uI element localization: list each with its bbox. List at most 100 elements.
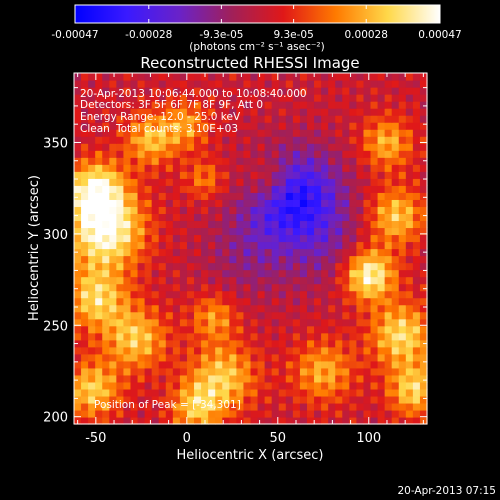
heatmap-cell bbox=[370, 157, 379, 165]
heatmap-cell bbox=[342, 136, 350, 144]
heatmap-cell bbox=[151, 311, 160, 320]
heatmap-cell bbox=[236, 94, 245, 102]
heatmap-cell bbox=[151, 402, 160, 411]
heatmap-cell bbox=[349, 388, 357, 397]
heatmap-cell bbox=[314, 297, 322, 306]
heatmap-cell bbox=[116, 241, 125, 250]
heatmap-cell bbox=[179, 206, 188, 214]
heatmap-cell bbox=[165, 185, 174, 193]
heatmap-cell bbox=[250, 367, 259, 376]
heatmap-cell bbox=[81, 255, 89, 264]
heatmap-cell bbox=[151, 248, 160, 257]
heatmap-cell bbox=[116, 87, 125, 95]
heatmap-cell bbox=[278, 304, 287, 313]
heatmap-cell bbox=[257, 381, 266, 390]
heatmap-cell bbox=[384, 150, 393, 158]
heatmap-cell bbox=[165, 339, 174, 348]
heatmap-cell bbox=[363, 318, 372, 327]
heatmap-cell bbox=[165, 248, 174, 257]
heatmap-cell bbox=[412, 157, 421, 165]
heatmap-cell bbox=[151, 367, 160, 376]
heatmap-cell bbox=[229, 283, 237, 292]
heatmap-cell bbox=[349, 73, 357, 81]
heatmap-cell bbox=[222, 94, 230, 102]
heatmap-cell bbox=[384, 185, 393, 193]
heatmap-cell bbox=[243, 234, 252, 243]
heatmap-cell bbox=[412, 290, 421, 299]
heatmap-cell bbox=[243, 80, 252, 88]
heatmap-cell bbox=[398, 262, 407, 271]
heatmap-cell bbox=[278, 122, 287, 130]
heatmap-cell bbox=[285, 94, 294, 102]
heatmap-cell bbox=[419, 395, 428, 404]
heatmap-cell bbox=[172, 262, 181, 271]
heatmap-cell bbox=[123, 416, 132, 425]
heatmap-cell bbox=[314, 262, 322, 271]
heatmap-cell bbox=[250, 290, 259, 299]
heatmap-cell bbox=[165, 388, 174, 397]
heatmap-cell bbox=[292, 129, 301, 137]
heatmap-cell bbox=[349, 346, 357, 355]
heatmap-cell bbox=[314, 402, 322, 411]
heatmap-cell bbox=[88, 374, 96, 383]
heatmap-cell bbox=[208, 290, 216, 299]
heatmap-cell bbox=[314, 325, 322, 334]
heatmap-cell bbox=[306, 325, 315, 334]
heatmap-cell bbox=[384, 157, 393, 165]
heatmap-cell bbox=[314, 339, 322, 348]
heatmap-cell bbox=[74, 388, 82, 397]
heatmap-cell bbox=[419, 220, 428, 229]
heatmap-cell bbox=[370, 94, 379, 102]
heatmap-cell bbox=[419, 171, 428, 179]
heatmap-cell bbox=[405, 262, 414, 271]
x-tick-label: 50 bbox=[270, 431, 287, 446]
heatmap-cell bbox=[384, 367, 393, 376]
heatmap-cell bbox=[363, 220, 372, 229]
heatmap-cell bbox=[306, 115, 315, 123]
heatmap-cell bbox=[342, 325, 350, 334]
heatmap-cell bbox=[137, 409, 146, 418]
heatmap-cell bbox=[81, 388, 89, 397]
heatmap-cell bbox=[179, 304, 188, 313]
heatmap-cell bbox=[391, 87, 400, 95]
heatmap-cell bbox=[321, 80, 329, 88]
heatmap-cell bbox=[370, 416, 379, 425]
heatmap-cell bbox=[356, 220, 365, 229]
x-axis-label: Heliocentric X (arcsec) bbox=[177, 448, 324, 463]
heatmap-cell bbox=[208, 304, 216, 313]
heatmap-cell bbox=[194, 409, 202, 418]
heatmap-cell bbox=[370, 409, 379, 418]
heatmap-cell bbox=[229, 115, 237, 123]
heatmap-cell bbox=[342, 143, 350, 151]
heatmap-cell bbox=[116, 122, 125, 130]
colorbar-tick-labels: -0.00047 -0.00028 -9.3e-05 9.3e-05 0.00028 0.… bbox=[51, 29, 461, 41]
heatmap-cell bbox=[123, 157, 132, 165]
heatmap-cell bbox=[194, 87, 202, 95]
heatmap-cell bbox=[243, 339, 252, 348]
heatmap-cell bbox=[299, 80, 308, 88]
heatmap-cell bbox=[335, 241, 343, 250]
heatmap-cell bbox=[172, 318, 181, 327]
heatmap-cell bbox=[412, 115, 421, 123]
heatmap-cell bbox=[264, 269, 273, 278]
heatmap-cell bbox=[363, 94, 372, 102]
heatmap-cell bbox=[306, 94, 315, 102]
heatmap-cell bbox=[370, 164, 379, 172]
heatmap-cell bbox=[328, 108, 336, 116]
heatmap-cell bbox=[384, 164, 393, 172]
heatmap-cell bbox=[88, 353, 96, 362]
heatmap-cell bbox=[137, 304, 146, 313]
heatmap-cell bbox=[165, 129, 174, 137]
heatmap-cell bbox=[314, 360, 322, 369]
heatmap-cell bbox=[74, 381, 82, 390]
heatmap-cell bbox=[158, 199, 167, 207]
heatmap-cell bbox=[363, 311, 372, 320]
heatmap-cell bbox=[271, 402, 280, 411]
heatmap-cell bbox=[405, 115, 414, 123]
heatmap-cell bbox=[172, 73, 181, 81]
heatmap-cell bbox=[398, 325, 407, 334]
heatmap-cell bbox=[215, 185, 223, 193]
heatmap-cell bbox=[271, 339, 280, 348]
heatmap-cell bbox=[342, 73, 350, 81]
heatmap-cell bbox=[88, 87, 96, 95]
